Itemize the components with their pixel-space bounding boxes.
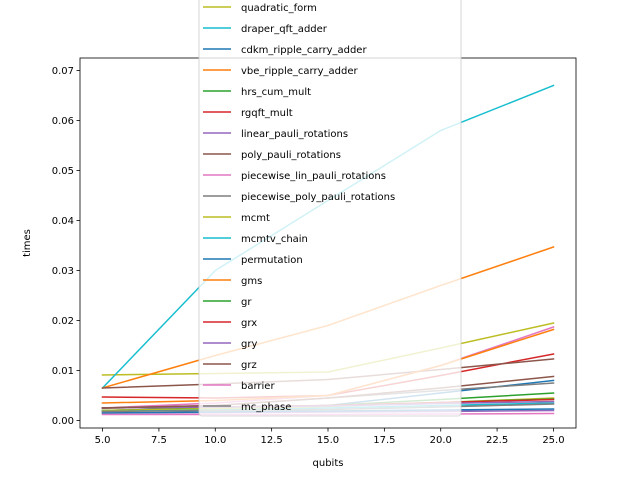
y-tick-label: 0.06	[52, 116, 74, 127]
x-tick-label: 5.0	[95, 435, 111, 446]
legend-label-hrs_cum_mult: hrs_cum_mult	[241, 87, 311, 98]
legend-label-mc_phase: mc_phase	[241, 402, 291, 413]
y-axis-label: times	[22, 229, 33, 257]
legend: quadratic_form draper_qft_adder cdkm_rippl…	[198, 0, 462, 417]
y-tick-label: 0.04	[52, 216, 74, 227]
x-axis-ticks: 5.0 7.5 10.0 12.5 15.0 17.5 20.0 22.5 25.0	[95, 428, 565, 446]
legend-label-quadratic_form: quadratic_form	[241, 3, 317, 14]
x-tick-label: 15.0	[317, 435, 339, 446]
legend-label-gry: gry	[241, 339, 257, 350]
x-tick-label: 12.5	[261, 435, 283, 446]
y-tick-label: 0.07	[52, 66, 74, 77]
legend-label-draper_qft_adder: draper_qft_adder	[241, 24, 328, 35]
legend-label-gms: gms	[241, 276, 262, 287]
legend-label-gr: gr	[241, 297, 252, 308]
legend-box	[198, 0, 462, 417]
x-axis-label: qubits	[313, 458, 344, 469]
y-tick-label: 0.00	[52, 416, 74, 427]
legend-label-mcmtv_chain: mcmtv_chain	[241, 234, 308, 245]
x-tick-label: 25.0	[542, 435, 564, 446]
legend-items: quadratic_form draper_qft_adder cdkm_rippl…	[203, 3, 395, 413]
legend-label-grz: grz	[241, 360, 257, 371]
x-tick-label: 7.5	[151, 435, 167, 446]
legend-label-grx: grx	[241, 318, 257, 329]
legend-label-linear_pauli_rotations: linear_pauli_rotations	[241, 129, 348, 140]
y-tick-label: 0.01	[52, 366, 74, 377]
y-tick-label: 0.02	[52, 316, 74, 327]
x-tick-label: 22.5	[486, 435, 508, 446]
legend-label-barrier: barrier	[241, 381, 275, 392]
y-tick-label: 0.03	[52, 266, 74, 277]
legend-label-poly_pauli_rotations: poly_pauli_rotations	[241, 150, 341, 161]
legend-label-cdkm_ripple_carry_adder: cdkm_ripple_carry_adder	[241, 45, 367, 56]
legend-label-rgqft_mult: rgqft_mult	[241, 108, 293, 119]
legend-label-mcmt: mcmt	[241, 213, 270, 224]
legend-label-piecewise_lin_pauli_rotations: piecewise_lin_pauli_rotations	[241, 171, 386, 182]
legend-label-permutation: permutation	[241, 255, 303, 266]
x-tick-label: 10.0	[204, 435, 226, 446]
legend-label-piecewise_poly_pauli_rotations: piecewise_poly_pauli_rotations	[241, 192, 395, 203]
legend-label-vbe_ripple_carry_adder: vbe_ripple_carry_adder	[241, 66, 359, 77]
x-tick-label: 20.0	[430, 435, 452, 446]
y-axis-ticks: 0.00 0.01 0.02 0.03 0.04 0.05 0.06 0.07	[52, 66, 80, 427]
y-tick-label: 0.05	[52, 166, 74, 177]
x-tick-label: 17.5	[373, 435, 395, 446]
